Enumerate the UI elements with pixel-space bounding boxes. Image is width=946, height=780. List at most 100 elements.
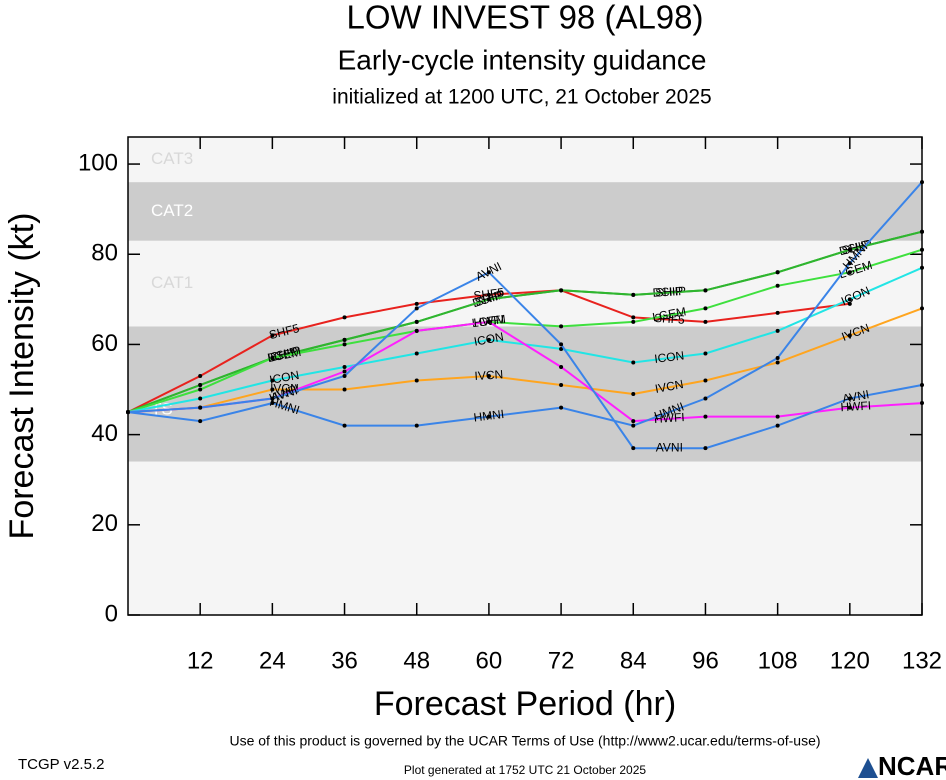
data-point xyxy=(559,364,564,369)
data-point xyxy=(703,446,708,451)
data-point xyxy=(559,405,564,410)
data-point xyxy=(775,328,780,333)
data-point xyxy=(270,387,275,392)
data-point xyxy=(703,351,708,356)
chart-title: LOW INVEST 98 (AL98) xyxy=(346,0,703,36)
data-point xyxy=(270,333,275,338)
y-axis-label: Forecast Intensity (kt) xyxy=(3,213,41,540)
series-label: SHF5 xyxy=(654,311,686,327)
intensity-band xyxy=(128,326,922,462)
data-point xyxy=(847,247,852,252)
series-label: HWFI xyxy=(840,398,871,414)
data-point xyxy=(342,423,347,428)
x-tick-label: 84 xyxy=(620,647,647,674)
plot-frame xyxy=(127,136,923,616)
data-point xyxy=(270,401,275,406)
data-point xyxy=(342,364,347,369)
logo-text: NCAR xyxy=(878,751,946,780)
data-point xyxy=(631,423,636,428)
series-line xyxy=(127,271,923,450)
data-point xyxy=(631,292,636,297)
y-tick-label: 0 xyxy=(105,600,118,627)
x-tick-label: 72 xyxy=(548,647,575,674)
series-line xyxy=(127,181,923,427)
chart-caption: initialized at 1200 UTC, 21 October 2025 xyxy=(332,86,711,109)
data-point xyxy=(559,324,564,329)
data-point xyxy=(559,288,564,293)
data-point xyxy=(342,342,347,347)
version-note: TCGP v2.5.2 xyxy=(18,756,104,773)
data-point xyxy=(847,333,852,338)
data-point xyxy=(847,261,852,266)
intensity-band xyxy=(128,182,922,241)
data-point xyxy=(270,396,275,401)
data-point xyxy=(631,446,636,451)
data-point xyxy=(486,337,491,342)
data-point xyxy=(847,301,852,306)
y-tick-label: 40 xyxy=(91,420,118,447)
data-point xyxy=(775,360,780,365)
data-point xyxy=(342,337,347,342)
data-point xyxy=(775,423,780,428)
logo-mark xyxy=(858,758,878,778)
series-label: IVCN xyxy=(474,367,503,383)
x-tick-label: 120 xyxy=(830,647,870,674)
data-point xyxy=(559,346,564,351)
x-tick-label: 48 xyxy=(403,647,430,674)
data-point xyxy=(342,374,347,378)
x-tick-label: 36 xyxy=(331,647,358,674)
intensity-band xyxy=(128,137,922,183)
data-point xyxy=(559,383,564,388)
series-line xyxy=(127,307,923,414)
data-point xyxy=(847,270,852,275)
terms-note: Use of this product is governed by the U… xyxy=(229,733,820,749)
series-label: IVCN xyxy=(654,377,685,396)
y-tick-label: 20 xyxy=(91,510,118,537)
data-point xyxy=(486,414,491,419)
data-point xyxy=(631,319,636,324)
y-tick-label: 60 xyxy=(91,330,118,357)
band-label: CAT3 xyxy=(151,149,193,168)
data-point xyxy=(703,319,708,324)
x-tick-label: 12 xyxy=(187,647,214,674)
data-point xyxy=(414,351,419,356)
x-tick-label: 132 xyxy=(902,647,942,674)
data-point xyxy=(486,270,491,275)
intensity-band-base xyxy=(128,461,922,615)
data-point xyxy=(198,396,203,401)
x-axis-label: Forecast Period (hr) xyxy=(374,685,676,723)
x-tick-label: 96 xyxy=(692,647,719,674)
generated-note: Plot generated at 1752 UTC 21 October 20… xyxy=(404,763,646,777)
series-label: HWFI xyxy=(473,312,505,330)
data-point xyxy=(414,319,419,324)
intensity-band xyxy=(128,240,922,327)
data-point xyxy=(486,292,491,297)
x-tick-label: 24 xyxy=(259,647,286,674)
series-label: LGEM xyxy=(651,304,687,324)
data-point xyxy=(414,423,419,428)
data-point xyxy=(342,315,347,320)
series-label: AVNI xyxy=(656,440,683,454)
series-label: ICON xyxy=(473,329,505,348)
series-label: SHIP xyxy=(269,344,300,364)
data-point xyxy=(198,383,203,388)
y-tick-label: 100 xyxy=(78,149,118,176)
y-tick-label: 80 xyxy=(91,240,118,267)
series-line xyxy=(127,248,923,414)
series-label: ICON xyxy=(654,348,686,366)
data-point xyxy=(847,297,852,302)
data-point xyxy=(631,392,636,397)
x-tick-label: 108 xyxy=(758,647,798,674)
data-point xyxy=(486,297,491,302)
x-tick-label: 60 xyxy=(476,647,503,674)
band-label: CAT2 xyxy=(151,201,193,220)
logo: NCAR xyxy=(858,751,946,780)
data-point xyxy=(414,328,419,333)
data-point xyxy=(775,355,780,360)
data-point xyxy=(198,374,203,378)
data-point xyxy=(703,396,708,401)
series-label: LGEM xyxy=(266,345,302,365)
data-point xyxy=(703,414,708,419)
